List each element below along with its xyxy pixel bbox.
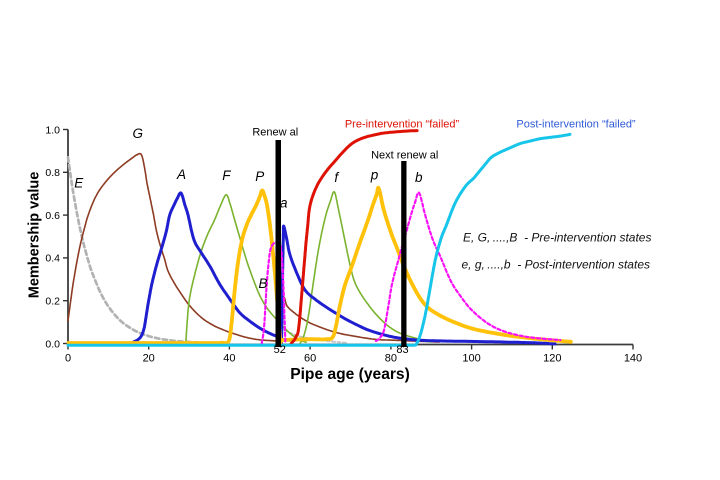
svg-text:52: 52: [274, 344, 286, 356]
svg-text:p: p: [370, 168, 379, 183]
svg-text:0.2: 0.2: [45, 296, 60, 308]
svg-text:0.0: 0.0: [45, 338, 60, 350]
svg-text:0.4: 0.4: [45, 253, 60, 265]
svg-text:0.8: 0.8: [45, 167, 60, 179]
svg-text:Renew al: Renew al: [252, 127, 298, 139]
svg-text:1.0: 1.0: [45, 124, 60, 136]
svg-text:a: a: [280, 196, 288, 211]
svg-text:0.6: 0.6: [45, 210, 60, 222]
svg-text:e, g, ....,b - Post-intervent: e, g, ....,b - Post-intervention states: [462, 258, 651, 272]
svg-text:140: 140: [624, 353, 642, 365]
svg-text:b: b: [415, 170, 423, 185]
svg-text:20: 20: [143, 353, 155, 365]
svg-text:Pre-intervention “failed”: Pre-intervention “failed”: [345, 119, 460, 131]
svg-text:83: 83: [396, 344, 408, 356]
svg-text:100: 100: [462, 353, 480, 365]
svg-text:E, G, ....,B - Pre-interventi: E, G, ....,B - Pre-intervention states: [463, 231, 651, 245]
svg-text:A: A: [176, 167, 186, 182]
svg-text:Membership value: Membership value: [27, 172, 43, 299]
svg-text:120: 120: [543, 353, 561, 365]
svg-text:B: B: [258, 276, 267, 291]
svg-text:Next renew al: Next renew al: [371, 150, 438, 162]
svg-text:60: 60: [304, 353, 316, 365]
svg-text:F: F: [222, 168, 231, 183]
svg-text:E: E: [74, 176, 84, 191]
svg-text:80: 80: [385, 353, 397, 365]
svg-text:P: P: [255, 169, 264, 184]
svg-text:Post-intervention “failed”: Post-intervention “failed”: [516, 119, 636, 131]
svg-text:Pipe age (years): Pipe age (years): [290, 366, 410, 383]
svg-text:40: 40: [223, 353, 235, 365]
svg-text:f: f: [334, 170, 339, 185]
svg-text:G: G: [132, 126, 143, 141]
svg-text:0: 0: [65, 353, 71, 365]
